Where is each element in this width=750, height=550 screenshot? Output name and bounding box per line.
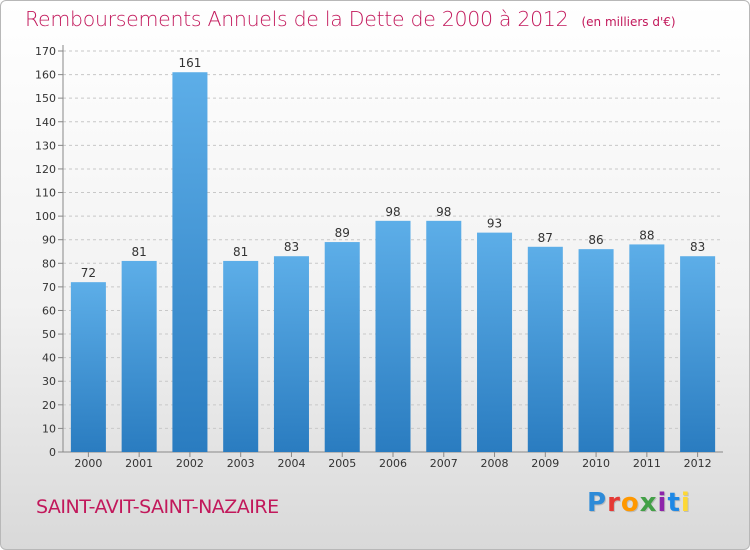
y-tick-label: 110 [35, 187, 56, 200]
logo-letter: t [667, 488, 681, 518]
bar-2007 [426, 220, 462, 452]
chart-unit-label: (en milliers d'€) [581, 15, 676, 29]
x-tick-label-2012: 2012 [684, 457, 712, 470]
bar-2006 [375, 220, 411, 452]
chart-title: Remboursements Annuels de la Dette de 20… [25, 7, 676, 31]
bar-2002 [172, 72, 208, 453]
bar-2012 [680, 256, 716, 452]
y-tick-label: 60 [42, 304, 56, 317]
value-label-2003: 81 [233, 245, 248, 259]
y-tick-label: 100 [35, 210, 56, 223]
y-tick-label: 20 [42, 399, 56, 412]
y-tick-label: 90 [42, 234, 56, 247]
bar-2003 [223, 260, 259, 452]
logo-letter: x [639, 488, 658, 518]
value-label-2002: 161 [178, 56, 201, 70]
y-tick-label: 170 [35, 45, 56, 58]
x-tick-label-2011: 2011 [633, 457, 661, 470]
value-label-2008: 93 [487, 217, 502, 231]
commune-name: SAINT-AVIT-SAINT-NAZAIRE [36, 496, 279, 518]
value-label-2011: 88 [639, 228, 654, 242]
x-tick-label-2002: 2002 [176, 457, 204, 470]
y-tick-label: 130 [35, 139, 56, 152]
y-tick-label: 50 [42, 328, 56, 341]
value-label-2004: 83 [284, 240, 299, 254]
value-label-2010: 86 [588, 233, 603, 247]
x-tick-label-2010: 2010 [582, 457, 610, 470]
y-tick-label: 40 [42, 352, 56, 365]
bar-2011 [629, 244, 665, 452]
y-tick-label: 80 [42, 257, 56, 270]
bar-2005 [324, 242, 360, 452]
y-tick-label: 30 [42, 375, 56, 388]
bar-2001 [121, 260, 157, 452]
y-tick-label: 120 [35, 163, 56, 176]
bar-2008 [477, 232, 513, 452]
y-tick-label: 10 [42, 422, 56, 435]
value-label-2005: 89 [335, 226, 350, 240]
logo-letter: P [587, 488, 608, 518]
bar-2004 [273, 256, 309, 452]
labels: 0 10 20 30 40 50 60 70 80 90 100 110 120 130 140 150 160… [35, 45, 712, 470]
value-label-2012: 83 [690, 240, 705, 254]
chart-title-text: Remboursements Annuels de la Dette de 20… [25, 7, 569, 31]
x-tick-label-2008: 2008 [481, 457, 509, 470]
y-tick-label: 140 [35, 116, 56, 129]
proxiti-logo: Proxiti [587, 488, 691, 518]
y-tick-label: 70 [42, 281, 56, 294]
x-tick-label-2005: 2005 [328, 457, 356, 470]
bar-2010 [578, 249, 614, 452]
value-label-2007: 98 [436, 205, 451, 219]
x-tick-label-2000: 2000 [74, 457, 102, 470]
x-tick-label-2007: 2007 [430, 457, 458, 470]
x-tick-label-2003: 2003 [227, 457, 255, 470]
value-label-2009: 87 [538, 231, 553, 245]
value-label-2006: 98 [385, 205, 400, 219]
x-tick-label-2006: 2006 [379, 457, 407, 470]
bar-2009 [527, 246, 563, 452]
bar-2000 [70, 282, 106, 452]
y-tick-label: 160 [35, 69, 56, 82]
logo-letter: r [607, 488, 621, 518]
logo-letter: i [657, 488, 668, 518]
logo-letter: i [680, 488, 691, 518]
x-tick-label-2001: 2001 [125, 457, 153, 470]
x-tick-label-2009: 2009 [531, 457, 559, 470]
y-tick-label: 0 [49, 446, 56, 459]
bars [70, 72, 716, 453]
value-label-2000: 72 [81, 266, 96, 280]
y-tick-label: 150 [35, 92, 56, 105]
value-label-2001: 81 [132, 245, 147, 259]
x-tick-label-2004: 2004 [277, 457, 305, 470]
logo-letter: o [620, 488, 640, 518]
